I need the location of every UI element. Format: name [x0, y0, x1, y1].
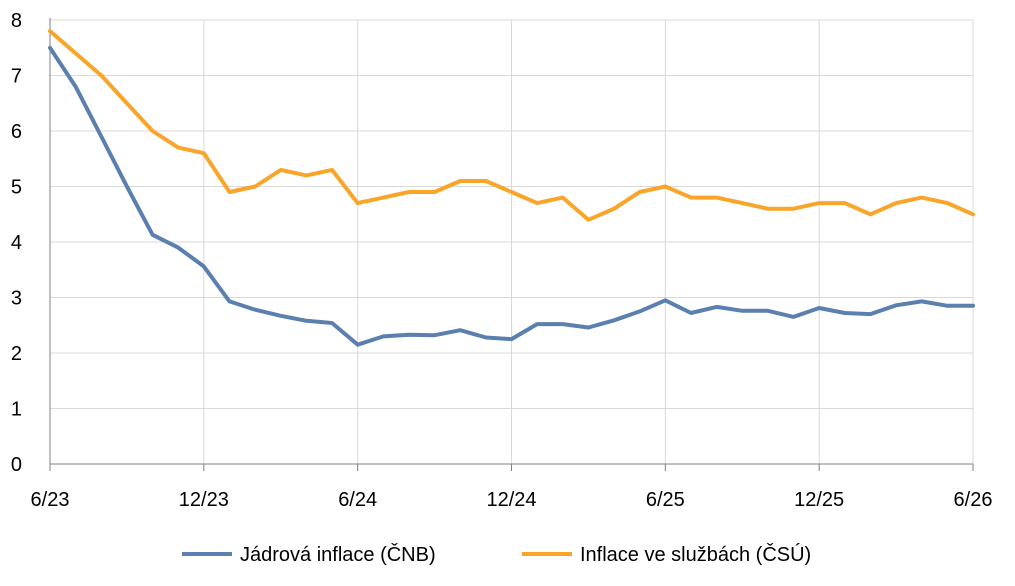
y-tick-label: 3 — [11, 288, 22, 310]
series-line-2 — [48, 29, 975, 222]
y-tick-label: 8 — [11, 10, 22, 32]
legend-label-2: Inflace ve službách (ČSÚ) — [580, 543, 811, 566]
y-tick-label: 6 — [11, 121, 22, 143]
x-tick-label: 6/24 — [338, 489, 377, 511]
x-tick-label: 6/26 — [954, 489, 993, 511]
y-tick-labels: 0 1 2 3 4 5 6 7 8 — [11, 10, 22, 476]
y-tick-label: 1 — [11, 399, 22, 421]
x-tick-label: 6/23 — [31, 489, 70, 511]
grid — [49, 19, 974, 464]
y-tick-label: 0 — [11, 454, 22, 476]
x-tick-label: 6/25 — [646, 489, 685, 511]
y-tick-label: 7 — [11, 66, 22, 88]
series-line-1 — [48, 45, 975, 347]
legend: Jádrová inflace (ČNB) Inflace ve službách… — [182, 543, 811, 566]
x-tick-label: 12/25 — [794, 489, 844, 511]
axes — [49, 18, 974, 471]
x-tick-label: 12/24 — [486, 489, 536, 511]
legend-label-1: Jádrová inflace (ČNB) — [240, 543, 436, 566]
x-tick-labels: 6/23 12/23 6/24 12/24 6/25 12/25 6/26 — [31, 489, 993, 511]
y-tick-label: 2 — [11, 343, 22, 365]
y-tick-label: 4 — [11, 232, 22, 254]
series-lines — [48, 29, 975, 347]
y-tick-label: 5 — [11, 177, 22, 199]
x-tick-label: 12/23 — [179, 489, 229, 511]
